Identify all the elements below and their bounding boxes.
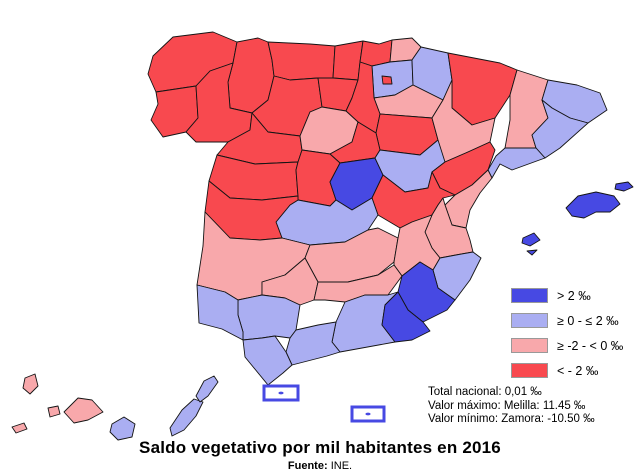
province-trevino bbox=[381, 75, 393, 85]
legend-item-ltminus2: < - 2 ‰ bbox=[511, 358, 623, 383]
province-sevilla bbox=[237, 294, 301, 341]
legend-label-minus2to0: ≥ -2 - < 0 ‰ bbox=[557, 338, 624, 353]
title-block: Saldo vegetativo por mil habitantes en 2… bbox=[0, 438, 640, 472]
province-barcelona bbox=[531, 99, 589, 159]
source-value: INE. bbox=[327, 460, 353, 472]
province-malaga bbox=[285, 321, 341, 366]
legend-swatch-ltminus2 bbox=[511, 363, 548, 378]
province-almeria bbox=[381, 291, 431, 343]
legend-label-ltminus2: < - 2 ‰ bbox=[557, 363, 599, 378]
province-vizcaya bbox=[359, 39, 393, 67]
stat-valor-minimo: Valor mínimo: Zamora: -10.50 ‰ bbox=[428, 413, 595, 425]
province-laspalmas bbox=[169, 398, 204, 437]
legend-item-minus2to0: ≥ -2 - < 0 ‰ bbox=[511, 333, 623, 358]
map-source: Fuente: INE. bbox=[0, 460, 640, 472]
province-laspalmas bbox=[195, 375, 219, 403]
province-castellon bbox=[444, 169, 493, 229]
province-balears bbox=[565, 191, 621, 219]
map-legend: > 2 ‰ ≥ 0 - ≤ 2 ‰ ≥ -2 - < 0 ‰ < - 2 ‰ bbox=[511, 283, 623, 383]
province-cadiz bbox=[242, 335, 293, 386]
legend-swatch-0to2 bbox=[511, 313, 548, 328]
province-huelva bbox=[196, 284, 244, 341]
legend-swatch-gt2 bbox=[511, 288, 548, 303]
stat-total-nacional: Total nacional: 0,01 ‰ bbox=[428, 386, 542, 398]
province-tarragona bbox=[487, 147, 546, 179]
province-santacruztenerife bbox=[47, 405, 61, 418]
province-asturias bbox=[267, 41, 336, 81]
province-balears bbox=[614, 181, 634, 192]
province-santacruztenerife bbox=[63, 397, 104, 424]
legend-item-0to2: ≥ 0 - ≤ 2 ‰ bbox=[511, 308, 623, 333]
ceuta-territory bbox=[278, 391, 284, 395]
legend-label-gt2: > 2 ‰ bbox=[557, 288, 591, 303]
province-balears bbox=[521, 232, 541, 247]
legend-item-gt2: > 2 ‰ bbox=[511, 283, 623, 308]
province-laspalmas bbox=[109, 416, 136, 441]
stat-valor-maximo: Valor máximo: Melilla: 11.45 ‰ bbox=[428, 399, 586, 412]
legend-label-0to2: ≥ 0 - ≤ 2 ‰ bbox=[557, 313, 619, 328]
map-title: Saldo vegetativo por mil habitantes en 2… bbox=[139, 438, 501, 457]
national-stats: Total nacional: 0,01 ‰ Valor máximo: Mel… bbox=[428, 386, 595, 427]
province-santacruztenerife bbox=[22, 373, 39, 395]
legend-swatch-minus2to0 bbox=[511, 338, 548, 353]
melilla-territory bbox=[365, 412, 371, 416]
source-label: Fuente: bbox=[287, 460, 328, 472]
province-santacruztenerife bbox=[11, 422, 28, 434]
province-balears bbox=[526, 249, 538, 256]
